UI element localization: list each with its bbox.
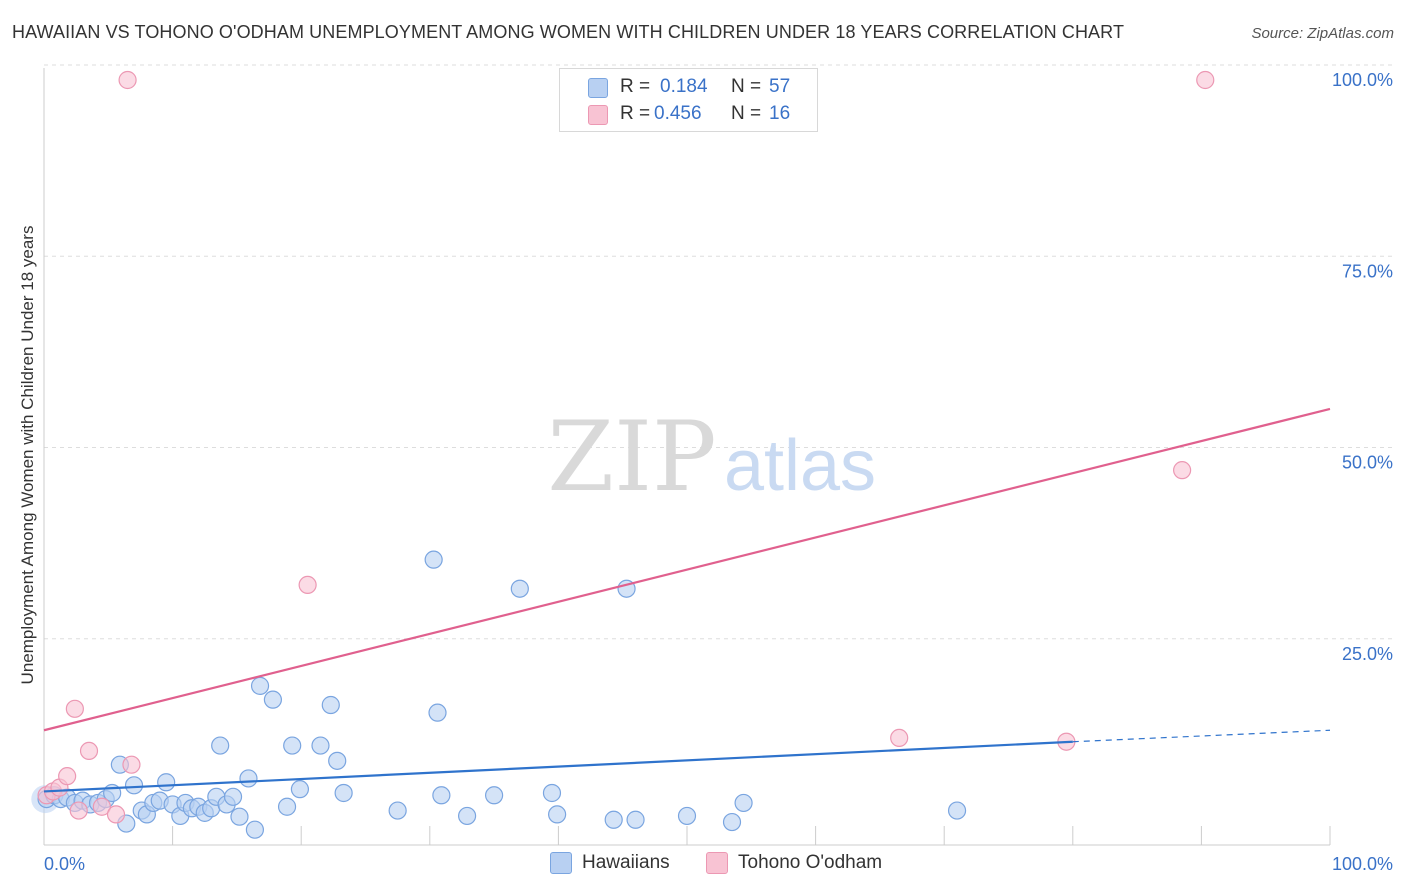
legend-label-hawaiians: Hawaiians bbox=[582, 852, 670, 873]
y-tick-label: 75.0% bbox=[1342, 261, 1393, 281]
legend-n-label: N = bbox=[731, 76, 762, 97]
tohono-trend-line bbox=[43, 407, 1331, 732]
hawaiians-point bbox=[277, 797, 297, 816]
hawaiians-point bbox=[388, 801, 407, 820]
hawaiians-point bbox=[734, 793, 753, 813]
hawaiians-point bbox=[263, 690, 283, 709]
hawaiians-point bbox=[239, 769, 258, 788]
y-tick-label: 100.0% bbox=[1332, 70, 1393, 90]
grid-lines bbox=[44, 64, 1392, 640]
hawaiians-point bbox=[548, 805, 567, 824]
tick-labels: 25.0% 50.0% 75.0% 100.0% 0.0% 100.0% bbox=[44, 70, 1393, 874]
hawaiians-point bbox=[424, 550, 443, 569]
x-tick-label: 0.0% bbox=[44, 854, 85, 874]
hawaiians-point bbox=[947, 801, 967, 820]
legend-n-value: 57 bbox=[769, 76, 791, 97]
legend-swatch-pink bbox=[706, 852, 728, 874]
tohono-point bbox=[298, 575, 317, 595]
x-tick-label: 100.0% bbox=[1332, 854, 1393, 874]
hawaiians-point bbox=[283, 736, 302, 755]
tohono-point bbox=[1173, 461, 1192, 480]
tohono-point bbox=[890, 728, 909, 748]
legend-r-label: R = bbox=[620, 76, 651, 97]
hawaiians-point bbox=[334, 783, 353, 803]
hawaiians-point bbox=[157, 773, 176, 792]
trend-lines bbox=[43, 407, 1331, 793]
legend-n-label: N = bbox=[731, 103, 762, 124]
y-tick-label: 25.0% bbox=[1342, 644, 1393, 664]
tohono-point bbox=[58, 767, 77, 786]
hawaiians-point bbox=[321, 695, 340, 715]
legend-swatch-pink bbox=[588, 105, 608, 125]
legend-n-value: 16 bbox=[769, 103, 791, 124]
legend-r-value: 0.456 bbox=[654, 103, 702, 124]
hawaiians-point bbox=[290, 780, 310, 799]
hawaiians-point bbox=[677, 806, 697, 826]
watermark-atlas: atlas bbox=[724, 426, 876, 506]
legend-swatch-blue bbox=[588, 78, 608, 98]
hawaiians-point bbox=[626, 810, 645, 829]
hawaiians-point bbox=[428, 703, 447, 722]
legend-item-tohono: Tohono O'odham bbox=[706, 850, 882, 876]
axes bbox=[43, 68, 1331, 846]
hawaiians-point bbox=[722, 812, 742, 832]
source-label: Source: ZipAtlas.com bbox=[1251, 25, 1394, 42]
hawaiians-point bbox=[604, 810, 623, 829]
hawaiians-point bbox=[328, 751, 347, 770]
tohono-point bbox=[92, 797, 111, 816]
hawaiians-point bbox=[250, 676, 270, 695]
hawaiians-point bbox=[245, 820, 265, 839]
hawaiians-point bbox=[223, 787, 243, 806]
tohono-point bbox=[122, 755, 141, 774]
hawaiians-point bbox=[457, 806, 477, 826]
data-points bbox=[31, 70, 1215, 839]
correlation-legend: R = 0.184 N = 57 R = 0.456 N = 16 bbox=[559, 68, 818, 132]
hawaiians-point bbox=[510, 579, 529, 598]
tohono-point bbox=[1196, 70, 1215, 90]
y-tick-label: 50.0% bbox=[1342, 453, 1393, 473]
hawaiians-trend-line bbox=[43, 740, 1073, 793]
legend-item-hawaiians: Hawaiians bbox=[550, 850, 670, 876]
legend-r-value: 0.184 bbox=[660, 76, 708, 97]
tohono-point bbox=[106, 805, 126, 824]
hawaiians-point bbox=[542, 783, 562, 803]
tohono-point bbox=[65, 699, 84, 718]
hawaiians-point bbox=[485, 786, 504, 805]
tohono-point bbox=[118, 70, 137, 90]
legend-swatch-blue bbox=[550, 852, 572, 874]
hawaiians-point bbox=[211, 736, 230, 755]
hawaiians-trend-extension bbox=[1072, 729, 1331, 743]
y-axis-label: Unemployment Among Women with Children U… bbox=[18, 225, 37, 685]
hawaiians-point bbox=[230, 807, 249, 826]
hawaiians-point bbox=[432, 786, 451, 805]
watermark: ZIP atlas bbox=[547, 401, 876, 513]
hawaiians-point bbox=[311, 736, 330, 755]
tohono-point bbox=[79, 741, 99, 761]
legend-label-tohono: Tohono O'odham bbox=[738, 852, 883, 873]
hawaiians-point bbox=[124, 776, 144, 795]
watermark-zip: ZIP bbox=[547, 401, 716, 513]
tohono-point bbox=[69, 801, 88, 820]
chart-title: HAWAIIAN VS TOHONO O'ODHAM UNEMPLOYMENT … bbox=[12, 22, 1125, 42]
legend-r-label: R = bbox=[620, 103, 651, 124]
